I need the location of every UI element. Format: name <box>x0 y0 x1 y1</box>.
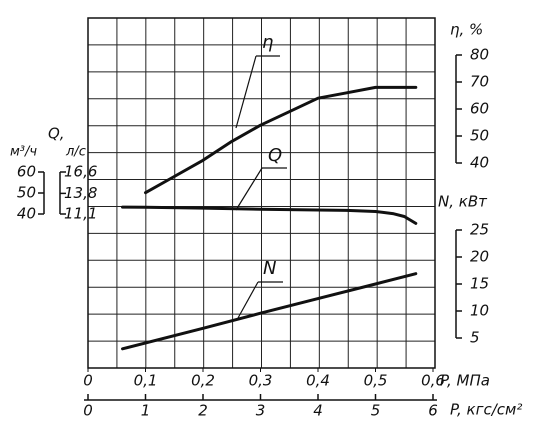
q2-tick-label: 11,1 <box>64 205 97 223</box>
eta-tick-label: 80 <box>470 46 489 64</box>
n-axis-label: N, кВт <box>438 193 488 211</box>
label-leader <box>237 281 259 319</box>
curve <box>121 272 418 351</box>
x-tick-label: 0,2 <box>191 372 215 390</box>
x-tick-label: 0,5 <box>364 372 388 390</box>
x2-tick-label: 5 <box>371 402 381 420</box>
curve-label: N <box>263 258 276 279</box>
n-tick-label: 5 <box>470 329 480 347</box>
q-tick-label: 50 <box>17 184 36 202</box>
eta-axis-label: η, % <box>450 21 483 39</box>
x2-tick-label: 1 <box>141 402 151 420</box>
eta-tick-label: 40 <box>470 154 489 172</box>
n-tick-label: 25 <box>470 221 489 239</box>
curve <box>121 205 418 225</box>
x2-tick-label: 2 <box>198 402 208 420</box>
eta-tick-label: 50 <box>470 127 489 145</box>
grid-paper <box>87 17 436 369</box>
n-tick-label: 20 <box>470 248 489 266</box>
q-axis-symbol: Q, <box>48 125 65 143</box>
q-tick-label: 40 <box>17 205 36 223</box>
q-tick-label: 60 <box>17 163 36 181</box>
x-axis-label: P, МПа <box>440 372 490 390</box>
n-tick-label: 10 <box>470 302 489 320</box>
x-tick-label: 0,6 <box>421 372 445 390</box>
q-axis-label: м³/ч <box>10 145 37 160</box>
curve <box>144 85 418 195</box>
x-tick-label: 0 <box>83 372 93 390</box>
label-leader <box>235 55 257 129</box>
x2-tick-label: 6 <box>428 402 438 420</box>
x-tick-label: 0,4 <box>306 372 330 390</box>
eta-tick-label: 70 <box>470 73 489 91</box>
curve-label: Q <box>268 145 282 166</box>
x2-axis-label: P, кгс/см² <box>450 401 522 419</box>
x-tick-label: 0,1 <box>134 372 158 390</box>
q2-tick-label: 16,6 <box>64 163 97 181</box>
n-tick-label: 15 <box>470 275 489 293</box>
x2-tick-label: 3 <box>256 402 266 420</box>
grid-frame <box>87 17 436 369</box>
eta-tick-label: 60 <box>470 100 489 118</box>
label-leader <box>235 167 263 211</box>
q2-axis-label: л/с <box>65 145 86 160</box>
x2-tick-label: 4 <box>313 402 323 420</box>
q2-tick-label: 13,8 <box>64 184 97 202</box>
curve-label: η <box>262 32 273 53</box>
x2-tick-label: 0 <box>83 402 93 420</box>
x-tick-label: 0,3 <box>249 372 273 390</box>
